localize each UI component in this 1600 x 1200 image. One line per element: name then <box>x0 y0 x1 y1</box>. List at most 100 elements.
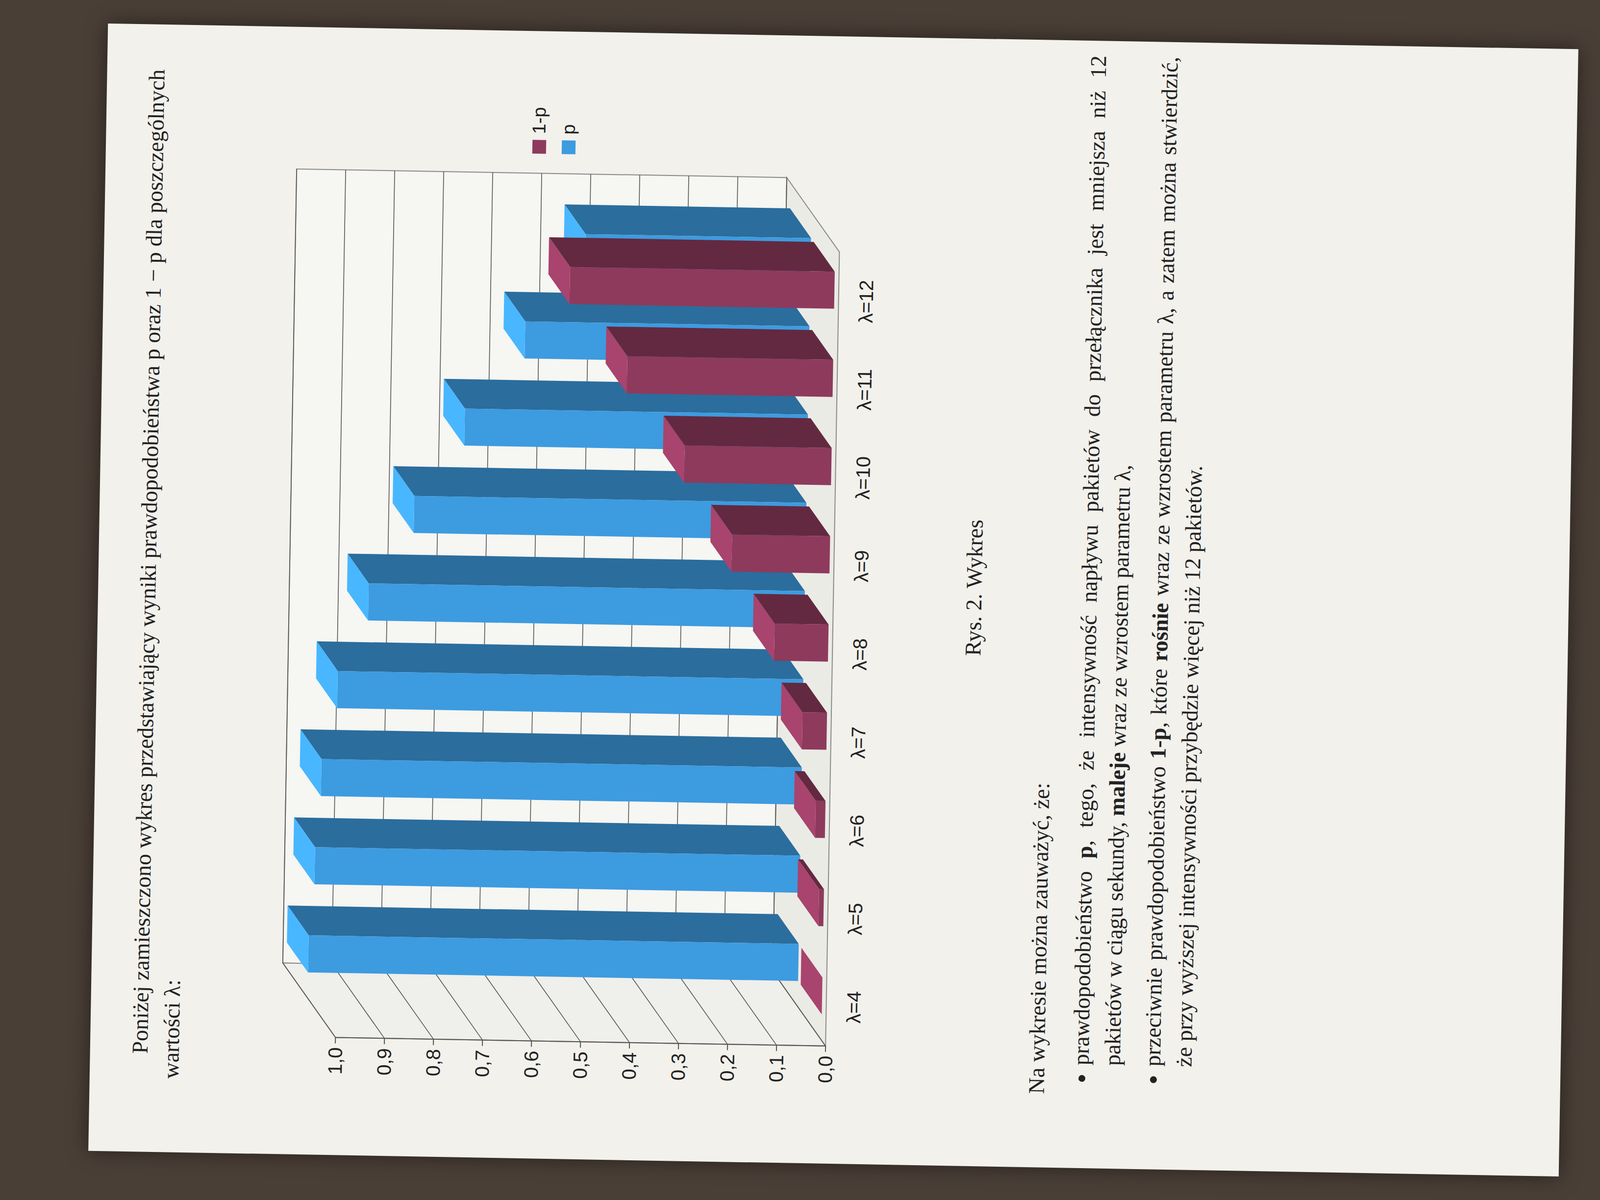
bar <box>286 905 800 981</box>
bar-top <box>292 817 316 885</box>
tick-label: 0,1 <box>765 1054 788 1083</box>
bullet-text: rośnie <box>1147 602 1174 662</box>
bar-front <box>731 534 830 574</box>
bar-top <box>797 859 820 926</box>
bar-top <box>800 947 823 1015</box>
tick <box>481 1040 483 1047</box>
bullet-text: , które <box>1146 661 1173 728</box>
bar <box>800 947 823 1015</box>
bar-front <box>815 800 826 839</box>
tick <box>628 1042 630 1049</box>
bar-side <box>564 204 812 239</box>
tick-label: 0,3 <box>667 1052 690 1081</box>
grid-line <box>428 965 484 1041</box>
tick <box>334 1037 336 1044</box>
bar-side <box>663 415 833 449</box>
tick-label: 0,4 <box>618 1051 641 1080</box>
intro: Poniżej zamieszczono wykres przedstawiaj… <box>124 68 205 1079</box>
bar-top <box>662 415 685 483</box>
bar-top <box>709 504 733 572</box>
bars <box>285 200 836 1015</box>
bar-front <box>801 712 827 750</box>
bar <box>709 504 831 574</box>
walls <box>281 169 841 1047</box>
bullet-text: przeciwnie prawdopodobieństwo <box>1139 758 1171 1067</box>
bullet-text: prawdopodobieństwo <box>1068 858 1098 1066</box>
grid-line <box>330 963 386 1039</box>
bar-top <box>442 378 466 446</box>
category-label: λ=12 <box>854 279 878 324</box>
bar-front <box>683 445 832 486</box>
bar-front <box>321 759 802 805</box>
bar <box>793 771 826 839</box>
bullet-text: 1-p <box>1145 727 1171 760</box>
category-label: λ=5 <box>844 902 867 936</box>
bar-top <box>752 593 775 661</box>
bar-top <box>548 237 571 304</box>
bar-front <box>314 847 800 893</box>
category-label: λ=7 <box>847 726 870 759</box>
grid-line <box>526 967 582 1042</box>
grid-line <box>575 968 631 1043</box>
bar-top <box>346 553 370 621</box>
x-axis: λ=4λ=5λ=6λ=7λ=8λ=9λ=10λ=11λ=12 <box>842 279 877 1024</box>
tick <box>579 1041 581 1048</box>
grid-line <box>281 963 337 1038</box>
bar <box>797 859 825 927</box>
tick <box>825 1046 826 1052</box>
tick <box>383 1038 385 1045</box>
bar-front <box>818 889 825 927</box>
grid-line <box>379 964 435 1040</box>
bar-side <box>605 326 834 360</box>
grid-line <box>722 970 778 1046</box>
tick <box>775 1045 777 1051</box>
background: {"intro": "Poniżej zamieszczono wykres p… <box>0 0 1600 1200</box>
bar-top <box>605 326 628 394</box>
tick <box>530 1040 532 1047</box>
tick-label: 0,0 <box>814 1055 837 1083</box>
bar <box>662 415 832 486</box>
bar-top <box>299 729 323 797</box>
bar-top <box>286 905 309 973</box>
grid-line <box>477 966 533 1041</box>
bar <box>605 326 834 398</box>
chart: 0,00,10,20,30,40,50,60,70,80,91,0λ=4λ=5λ… <box>201 50 985 1123</box>
tick-label: 0,6 <box>520 1050 543 1078</box>
legend-swatch <box>532 139 547 154</box>
bar <box>780 682 828 750</box>
bar-front <box>626 356 833 398</box>
bar <box>299 729 803 805</box>
bullet-text: p <box>1072 845 1098 859</box>
bar <box>292 817 801 894</box>
bullet: przeciwnie prawdopodobieństwo 1-p, które… <box>1136 56 1218 1068</box>
bar-front <box>368 583 805 628</box>
bar <box>752 593 829 662</box>
tick <box>726 1044 728 1050</box>
category-label: λ=4 <box>842 991 865 1024</box>
tick <box>432 1039 434 1046</box>
bar-top <box>502 291 526 359</box>
bar-top <box>315 641 339 708</box>
bar-front <box>337 671 804 717</box>
bullet-text: maleje <box>1103 751 1130 817</box>
bar-top <box>392 466 415 533</box>
tick-label: 0,9 <box>373 1048 396 1076</box>
category-label: λ=10 <box>851 456 875 500</box>
bar-side <box>548 237 836 272</box>
tick-label: 0,5 <box>569 1051 592 1079</box>
tick-label: 0,2 <box>716 1053 739 1082</box>
category-label: λ=9 <box>850 550 873 583</box>
legend: 1-pp <box>528 106 580 155</box>
bullet-text: wraz ze wzrostem parametru λ, <box>1105 464 1136 753</box>
bar-front <box>774 623 829 662</box>
y-axis: 0,00,10,20,30,40,50,60,70,80,91,0 <box>280 169 852 1084</box>
bullets: prawdopodobieństwo p, tego, że intensywn… <box>1064 55 1226 1098</box>
bullet: prawdopodobieństwo p, tego, że intensywn… <box>1065 55 1147 1067</box>
bar-front <box>569 267 835 309</box>
legend-swatch <box>561 140 576 154</box>
grid-line <box>624 969 680 1044</box>
tick <box>677 1043 679 1050</box>
tick-label: 0,8 <box>422 1049 445 1077</box>
category-label: λ=11 <box>853 368 876 411</box>
lead: Na wykresie można zauważyć, że: <box>1020 83 1070 1095</box>
